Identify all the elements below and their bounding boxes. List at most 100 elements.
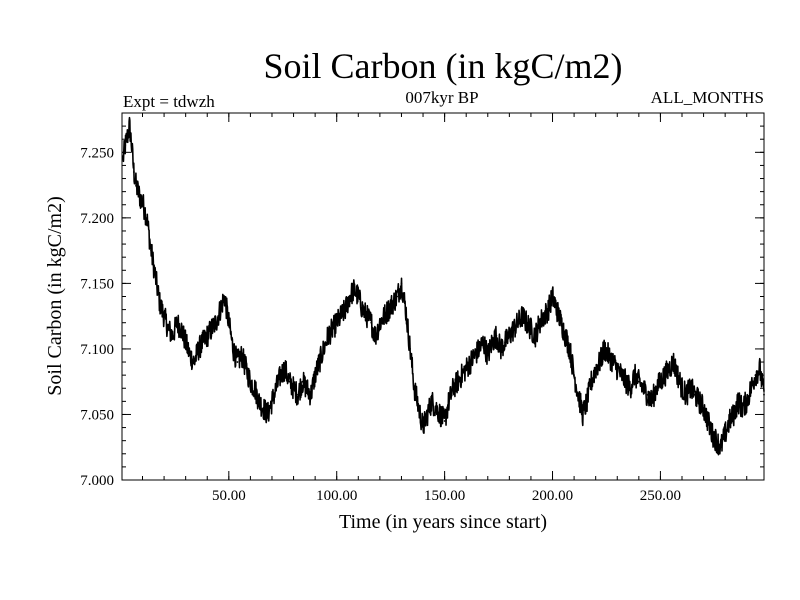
data-point: [456, 380, 459, 383]
data-point: [296, 393, 299, 396]
tick-labels: 50.00 100.00 150.00 200.00 250.00 7.000 7.050 7…: [80, 145, 681, 504]
data-point: [629, 387, 632, 390]
data-point: [227, 321, 230, 324]
data-point: [135, 184, 137, 186]
data-point: [590, 380, 593, 383]
data-point: [139, 197, 142, 200]
data-point: [681, 387, 683, 390]
data-point: [292, 387, 295, 390]
data-point: [366, 315, 368, 318]
data-point: [318, 361, 321, 363]
data-point: [547, 308, 550, 311]
data-point: [361, 308, 364, 311]
data-point: [417, 407, 420, 409]
data-point: [426, 413, 429, 416]
data-point: [128, 125, 131, 128]
data-point: [555, 308, 558, 311]
data-point: [495, 334, 498, 337]
data-point: [130, 144, 133, 147]
data-point: [491, 341, 493, 344]
data-point: [171, 334, 174, 337]
data-point: [387, 308, 390, 311]
data-point: [202, 341, 204, 344]
data-point: [698, 400, 701, 403]
months-label: ALL_MONTHS: [651, 88, 764, 107]
data-point: [646, 393, 649, 396]
data-point: [694, 393, 696, 396]
data-point: [193, 361, 196, 363]
data-point: [167, 328, 170, 331]
data-point: [542, 315, 545, 318]
data-point: [378, 321, 381, 324]
data-point: [689, 387, 692, 390]
data-point: [189, 354, 191, 357]
data-point: [126, 135, 129, 138]
data-point: [391, 302, 394, 304]
data-point: [637, 380, 640, 383]
data-point: [603, 348, 606, 350]
data-point: [448, 400, 450, 403]
data-point: [594, 367, 597, 370]
data-point: [383, 315, 386, 318]
data-point: [473, 354, 476, 357]
y-axis-label: Soil Carbon (in kgC/m2): [44, 196, 66, 395]
data-point: [573, 374, 575, 377]
data-point: [663, 374, 666, 377]
data-point: [534, 334, 537, 337]
data-point: [685, 393, 688, 396]
data-point: [577, 393, 580, 396]
x-axis-label: Time (in years since start): [339, 511, 547, 533]
data-point: [741, 407, 744, 409]
data-point: [262, 407, 265, 409]
period-label: 007kyr BP: [405, 88, 478, 107]
data-point: [400, 282, 403, 285]
data-point: [478, 348, 481, 350]
data-point: [266, 413, 269, 416]
data-point: [348, 295, 351, 298]
data-point: [145, 216, 148, 219]
y-tick-label: 7.150: [80, 276, 114, 292]
data-point: [732, 413, 735, 416]
data-point: [223, 295, 226, 298]
chart-title: Soil Carbon (in kgC/m2): [264, 46, 623, 86]
data-point: [711, 433, 714, 436]
data-point: [206, 334, 209, 337]
data-point: [512, 328, 515, 331]
data-point: [486, 354, 489, 357]
data-point: [275, 387, 278, 390]
data-point: [508, 334, 511, 337]
data-point: [210, 328, 213, 331]
data-point: [314, 374, 317, 377]
data-point: [581, 413, 584, 416]
data-point: [758, 367, 761, 370]
data-point: [305, 387, 308, 390]
data-point: [374, 334, 377, 337]
data-point: [737, 400, 739, 403]
data-point: [482, 341, 485, 344]
data-point: [745, 400, 748, 403]
data-point: [309, 393, 312, 396]
data-point: [616, 367, 619, 370]
data-point: [620, 374, 623, 377]
data-point: [599, 361, 601, 363]
x-tick-label: 200.00: [532, 488, 573, 504]
data-point: [439, 413, 442, 416]
data-point: [435, 407, 437, 409]
y-tick-label: 7.200: [80, 211, 114, 227]
data-point: [322, 348, 325, 350]
data-point: [586, 400, 588, 403]
data-point: [422, 426, 424, 429]
y-tick-label: 7.250: [80, 145, 114, 161]
data-point: [538, 321, 541, 324]
data-point: [301, 380, 304, 383]
data-point: [525, 321, 528, 324]
data-point: [245, 367, 247, 370]
data-point: [715, 439, 718, 442]
experiment-label: Expt = tdwzh: [123, 92, 215, 111]
data-point: [404, 308, 407, 311]
data-point: [728, 420, 731, 422]
data-point: [655, 387, 657, 390]
data-point: [184, 341, 187, 344]
data-point: [176, 321, 178, 324]
